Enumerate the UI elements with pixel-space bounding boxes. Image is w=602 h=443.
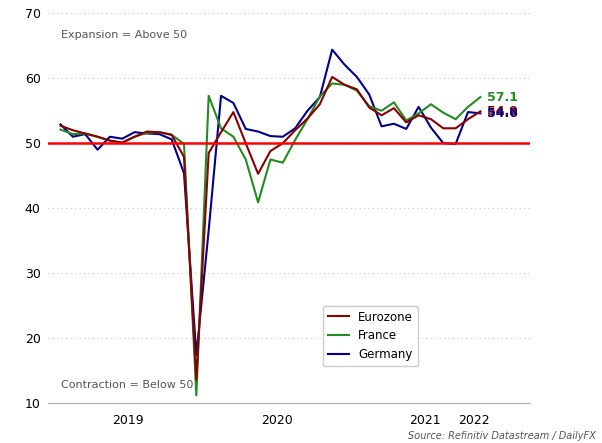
Text: 54.9: 54.9 — [486, 105, 517, 118]
Text: Source: Refinitiv Datastream / DailyFX: Source: Refinitiv Datastream / DailyFX — [408, 431, 596, 441]
Legend: Eurozone, France, Germany: Eurozone, France, Germany — [323, 306, 418, 366]
Text: 57.1: 57.1 — [486, 91, 518, 104]
Text: Expansion = Above 50: Expansion = Above 50 — [61, 30, 187, 39]
Text: Contraction = Below 50: Contraction = Below 50 — [61, 380, 193, 390]
Text: 54.6: 54.6 — [486, 107, 517, 120]
